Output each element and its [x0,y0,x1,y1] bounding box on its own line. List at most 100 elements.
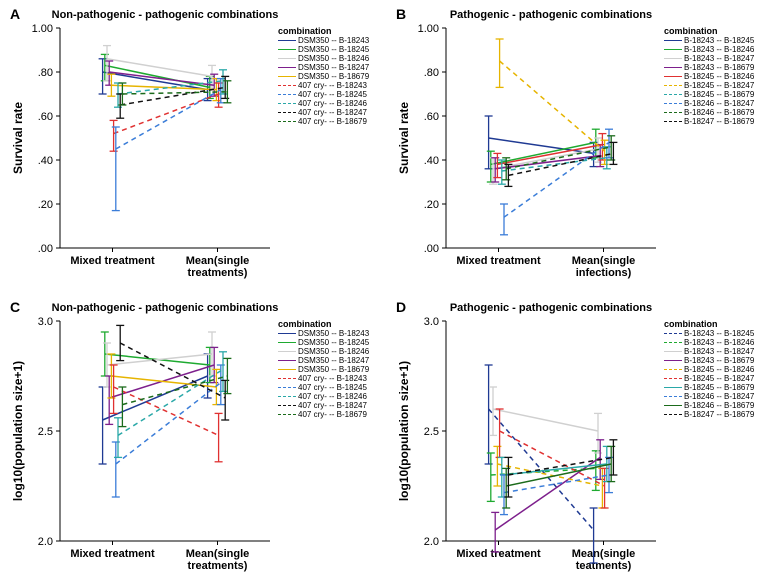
xtick-label: teatments) [576,560,632,572]
legend-swatch [278,58,296,59]
legend-label: B-18245 -- B-18247 [684,81,754,90]
xtick-label: Mixed treatment [456,255,541,267]
legend-label: 407 cry- -- B-18243 [298,374,367,383]
panel-title: Pathogenic - pathogenic combinations [450,302,652,314]
legend-label: B-18246 -- B-18679 [684,401,754,410]
panel-letter: B [396,6,406,22]
legend-swatch [664,333,682,334]
legend-item: DSM350 -- B-18245 [278,338,382,347]
legend-item: B-18246 -- B-18247 [664,392,768,401]
legend-item: B-18243 -- B-18679 [664,356,768,365]
legend-label: 407 cry- -- B-18245 [298,90,367,99]
legend-swatch [278,396,296,397]
legend-item: B-18245 -- B-18246 [664,365,768,374]
legend-item: B-18245 -- B-18247 [664,81,768,90]
y-axis-label: Survival rate [11,102,25,174]
legend-swatch [664,49,682,50]
legend-label: 407 cry- -- B-18245 [298,383,367,392]
legend-item: B-18246 -- B-18679 [664,108,768,117]
legend-label: 407 cry- -- B-18247 [298,401,367,410]
legend-label: B-18245 -- B-18247 [684,374,754,383]
legend-swatch [278,85,296,86]
legend-swatch [278,360,296,361]
series-line [493,409,598,431]
ytick-label: 2.0 [424,536,439,548]
legend-label: DSM350 -- B-18246 [298,54,369,63]
legend-swatch [664,414,682,415]
legend-label: DSM350 -- B-18679 [298,72,369,81]
legend-label: B-18246 -- B-18247 [684,392,754,401]
legend-swatch [664,67,682,68]
legend-title: combination [278,319,382,329]
legend-swatch [664,40,682,41]
legend-label: 407 cry- -- B-18247 [298,108,367,117]
legend-label: B-18243 -- B-18245 [684,329,754,338]
legend-item: B-18243 -- B-18245 [664,36,768,45]
ytick-label: .00 [424,243,439,255]
legend-item: B-18245 -- B-18246 [664,72,768,81]
legend-item: 407 cry- -- B-18247 [278,108,382,117]
legend-swatch [278,333,296,334]
xtick-label: infections) [576,267,632,279]
panel-A: ANon-pathogenic - pathogenic combination… [0,0,386,293]
ytick-label: .40 [38,155,53,167]
legend-label: 407 cry- -- B-18246 [298,99,367,108]
legend-swatch [664,351,682,352]
legend-label: DSM350 -- B-18246 [298,347,369,356]
legend-label: B-18243 -- B-18679 [684,63,754,72]
legend: combinationDSM350 -- B-18243DSM350 -- B-… [278,26,382,126]
panel-title: Pathogenic - pathogenic combinations [450,9,652,21]
legend-label: DSM350 -- B-18243 [298,36,369,45]
ytick-label: .20 [424,199,439,211]
ytick-label: .60 [38,111,53,123]
ytick-label: .60 [424,111,439,123]
legend-item: B-18243 -- B-18679 [664,63,768,72]
xtick-label: Mixed treatment [70,255,155,267]
legend-item: DSM350 -- B-18243 [278,36,382,45]
legend-item: 407 cry- -- B-18245 [278,383,382,392]
ytick-label: 2.5 [424,426,439,438]
legend-swatch [664,94,682,95]
legend-swatch [278,121,296,122]
legend-item: DSM350 -- B-18243 [278,329,382,338]
legend-label: 407 cry- -- B-18679 [298,117,367,126]
legend-item: DSM350 -- B-18246 [278,54,382,63]
legend-item: B-18243 -- B-18247 [664,54,768,63]
legend-item: B-18245 -- B-18679 [664,90,768,99]
legend-title: combination [278,26,382,36]
legend-item: DSM350 -- B-18246 [278,347,382,356]
panel-D: DPathogenic - pathogenic combinations2.0… [386,293,772,586]
ytick-label: 3.0 [424,316,439,328]
legend-label: B-18246 -- B-18679 [684,108,754,117]
legend-label: 407 cry- -- B-18243 [298,81,367,90]
legend-swatch [664,360,682,361]
legend-item: B-18243 -- B-18247 [664,347,768,356]
panel-C: CNon-pathogenic - pathogenic combination… [0,293,386,586]
legend-item: DSM350 -- B-18247 [278,356,382,365]
legend-title: combination [664,319,768,329]
ytick-label: .80 [424,67,439,79]
legend-swatch [278,414,296,415]
legend-item: 407 cry- -- B-18679 [278,410,382,419]
panel-letter: A [10,6,20,22]
legend-label: B-18245 -- B-18679 [684,383,754,392]
legend-swatch [664,387,682,388]
legend-label: B-18243 -- B-18679 [684,356,754,365]
legend-label: B-18245 -- B-18246 [684,72,754,81]
legend-label: DSM350 -- B-18247 [298,356,369,365]
legend-label: B-18245 -- B-18679 [684,90,754,99]
y-axis-label: log10(population size+1) [397,361,411,501]
ytick-label: .20 [38,199,53,211]
legend-swatch [278,94,296,95]
legend-label: B-18243 -- B-18246 [684,45,754,54]
legend-label: B-18243 -- B-18247 [684,54,754,63]
legend: combinationB-18243 -- B-18245B-18243 -- … [664,26,768,126]
xtick-label: Mean(single [572,548,636,560]
legend-label: 407 cry- -- B-18246 [298,392,367,401]
legend-swatch [664,369,682,370]
legend-item: B-18247 -- B-18679 [664,117,768,126]
legend-item: DSM350 -- B-18245 [278,45,382,54]
legend-item: 407 cry- -- B-18245 [278,90,382,99]
y-axis-label: Survival rate [397,102,411,174]
xtick-label: Mean(single [572,255,636,267]
